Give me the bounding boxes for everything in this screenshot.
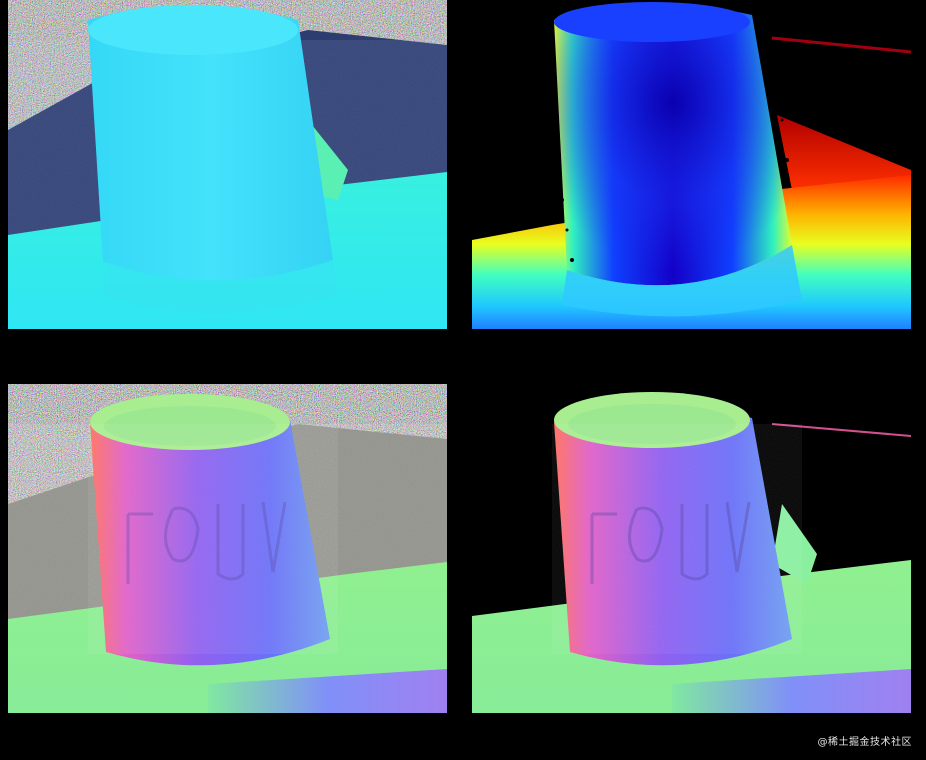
- normal-map-noisy-panel: [8, 384, 447, 713]
- normal-map-refined-panel: [472, 384, 911, 713]
- normal-map-noisy-image: [8, 384, 447, 713]
- depth-map-noisy-panel: [8, 0, 447, 329]
- watermark-text: @稀土掘金技术社区: [817, 737, 912, 748]
- normal-map-refined-image: [472, 384, 911, 713]
- depth-map-refined-image: [472, 0, 911, 329]
- depth-map-refined-panel: [472, 0, 911, 329]
- depth-map-noisy-image: [8, 0, 447, 329]
